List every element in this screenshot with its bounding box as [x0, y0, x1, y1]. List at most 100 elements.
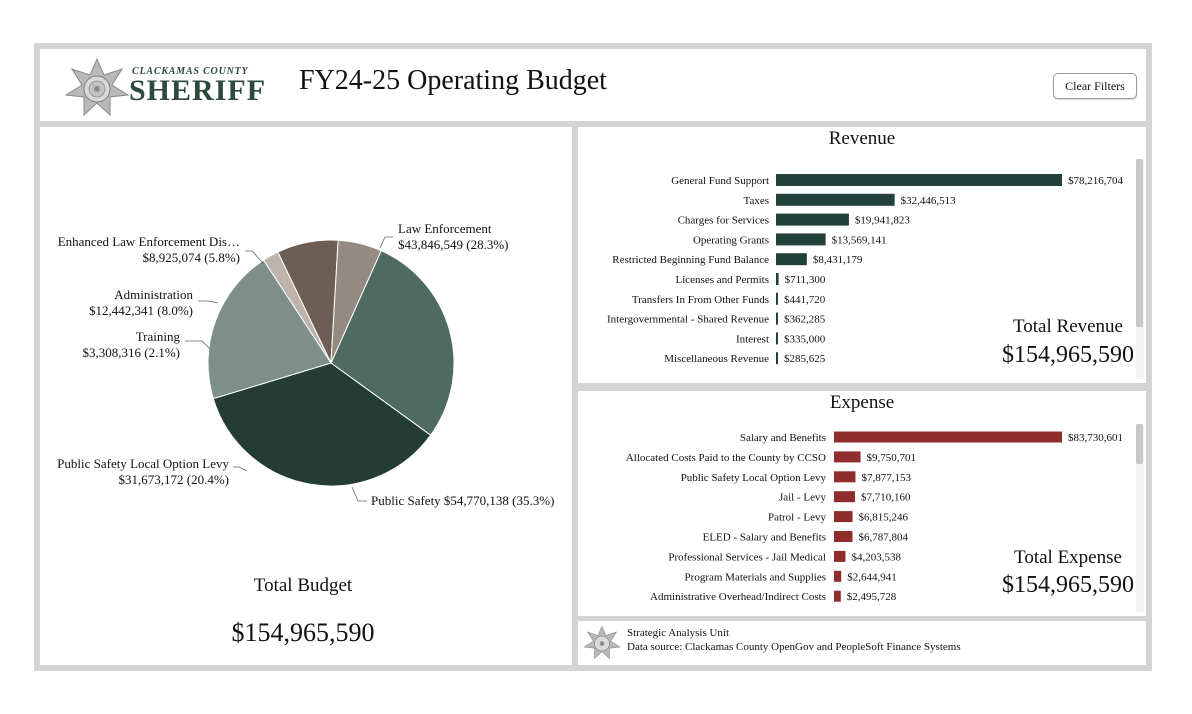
- bar[interactable]: [834, 590, 841, 602]
- pie-label-name: Law Enforcement: [398, 221, 492, 236]
- total-expense-value: $154,965,590: [1002, 572, 1134, 598]
- pie-slice[interactable]: [212, 362, 432, 487]
- bar-value-label: $441,720: [784, 294, 826, 306]
- pie-leader-line: [245, 250, 264, 264]
- bar[interactable]: [834, 570, 842, 582]
- pie-leader-line: [351, 486, 367, 502]
- bar-category-label: Miscellaneous Revenue: [664, 353, 769, 365]
- bar-value-label: $7,877,153: [861, 472, 911, 484]
- bar-value-label: $362,285: [784, 314, 826, 326]
- bar-category-label: Interest: [736, 333, 769, 345]
- bar-value-label: $335,000: [784, 333, 826, 345]
- total-expense-label: Total Expense: [1014, 547, 1122, 568]
- total-budget-label: Total Budget: [253, 575, 353, 596]
- pie-leader-line: [233, 466, 248, 472]
- pie-label-name: Training: [136, 329, 181, 344]
- bar-value-label: $6,815,246: [859, 512, 909, 524]
- total-revenue-value: $154,965,590: [1002, 342, 1134, 368]
- revenue-title: Revenue: [828, 128, 896, 149]
- bar-category-label: Restricted Beginning Fund Balance: [612, 254, 769, 266]
- sheriff-star-icon: [583, 625, 621, 660]
- bar-value-label: $78,216,704: [1068, 175, 1124, 187]
- bar-category-label: Licenses and Permits: [676, 274, 769, 286]
- bar-value-label: $32,446,513: [901, 195, 957, 207]
- pie-label-name: Enhanced Law Enforcement Dis…: [58, 234, 240, 249]
- pie-leader-line: [379, 236, 393, 249]
- bar-category-label: Administrative Overhead/Indirect Costs: [650, 591, 826, 603]
- logo-county-text: CLACKAMAS COUNTY: [132, 66, 249, 77]
- pie-leader-line: [185, 340, 211, 350]
- bar[interactable]: [776, 253, 807, 266]
- bar[interactable]: [834, 451, 861, 463]
- bar[interactable]: [776, 273, 779, 285]
- revenue-scrollbar[interactable]: [1136, 159, 1143, 327]
- footer-panel: Strategic Analysis Unit Data source: Cla…: [578, 621, 1146, 665]
- bar-value-label: $83,730,601: [1068, 432, 1123, 444]
- expense-scrollbar[interactable]: [1136, 424, 1143, 464]
- expense-title: Expense: [829, 392, 895, 413]
- bar[interactable]: [776, 193, 895, 206]
- logo-sheriff-text: SHERIFF: [129, 74, 267, 107]
- bar[interactable]: [834, 431, 1062, 443]
- expense-bar-chart: Salary and Benefits $83,730,601 Allocated …: [626, 431, 1123, 603]
- bar-category-label: Salary and Benefits: [740, 432, 826, 444]
- bar-value-label: $285,625: [784, 353, 826, 365]
- expense-scroll-track[interactable]: [1136, 424, 1144, 612]
- bar-category-label: Jail - Levy: [779, 492, 827, 504]
- pie-label-value: $31,673,172 (20.4%): [119, 472, 230, 487]
- bar-category-label: Allocated Costs Paid to the County by CC…: [626, 452, 826, 464]
- pie-slice[interactable]: [207, 259, 332, 400]
- pie-label-value: $43,846,549 (28.3%): [398, 237, 509, 252]
- bar[interactable]: [834, 491, 855, 503]
- clear-filters-button[interactable]: Clear Filters: [1053, 73, 1137, 99]
- bar[interactable]: [776, 174, 1062, 186]
- bar-category-label: Intergovernmental - Shared Revenue: [607, 314, 769, 326]
- revenue-panel: Revenue General Fund Support $78,216,704 T…: [578, 127, 1146, 383]
- bar[interactable]: [776, 292, 778, 305]
- revenue-bar-chart: General Fund Support $78,216,704 Taxes $32,…: [607, 174, 1124, 365]
- footer-source-text: Data source: Clackamas County OpenGov an…: [627, 641, 961, 653]
- pie-label-value: $8,925,074 (5.8%): [143, 250, 241, 265]
- bar-value-label: $9,750,701: [867, 452, 917, 464]
- bar-value-label: $2,495,728: [847, 591, 897, 603]
- bar[interactable]: [834, 511, 853, 523]
- bar-category-label: Public Safety Local Option Levy: [681, 472, 827, 484]
- pie-label-name: Administration: [114, 287, 193, 302]
- bar-category-label: Transfers In From Other Funds: [632, 294, 769, 306]
- pie-label-name: Public Safety $54,770,138 (35.3%): [371, 493, 554, 508]
- total-budget-value: $154,965,590: [231, 618, 375, 647]
- bar-value-label: $4,203,538: [851, 551, 901, 563]
- sheriff-star-icon: [64, 57, 130, 117]
- pie-slice[interactable]: [330, 250, 455, 436]
- bar-value-label: $19,941,823: [855, 215, 911, 227]
- bar-category-label: Taxes: [744, 195, 770, 207]
- expense-panel: Expense Salary and Benefits $83,730,601 Al…: [578, 391, 1146, 616]
- bar[interactable]: [776, 352, 778, 365]
- bar[interactable]: [776, 312, 778, 325]
- pie-panel: Law Enforcement $43,846,549 (28.3%) Public…: [40, 127, 572, 665]
- bar-value-label: $8,431,179: [813, 254, 863, 266]
- bar-value-label: $711,300: [785, 274, 826, 286]
- header-panel: CLACKAMAS COUNTY SHERIFF FY24-25 Operati…: [40, 49, 1146, 121]
- bar[interactable]: [834, 550, 846, 562]
- bar[interactable]: [834, 531, 853, 542]
- total-revenue-label: Total Revenue: [1013, 316, 1123, 337]
- pie-label-value: $3,308,316 (2.1%): [83, 345, 181, 360]
- pie-label-value: $12,442,341 (8.0%): [89, 303, 193, 318]
- bar[interactable]: [776, 332, 778, 345]
- bar-category-label: ELED - Salary and Benefits: [703, 532, 826, 544]
- bar-value-label: $13,569,141: [832, 234, 887, 246]
- pie-slice[interactable]: [330, 239, 382, 364]
- footer-unit-text: Strategic Analysis Unit: [627, 627, 730, 639]
- bar-category-label: Program Materials and Supplies: [685, 571, 826, 583]
- bar[interactable]: [776, 213, 849, 226]
- bar-category-label: Operating Grants: [693, 234, 769, 246]
- budget-pie-chart: Law Enforcement$43,846,549 (28.3%) Public…: [57, 221, 554, 508]
- bar-category-label: Professional Services - Jail Medical: [668, 551, 826, 563]
- bar[interactable]: [834, 471, 856, 483]
- bar-category-label: General Fund Support: [671, 175, 769, 187]
- bar[interactable]: [776, 233, 826, 246]
- bar-value-label: $6,787,804: [858, 532, 908, 544]
- bar-category-label: Patrol - Levy: [768, 512, 827, 524]
- pie-leader-line: [198, 300, 219, 304]
